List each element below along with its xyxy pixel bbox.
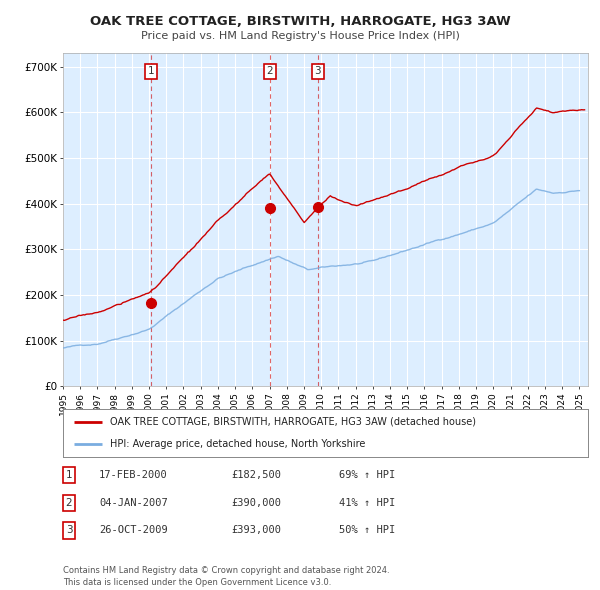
Text: 2: 2 [65, 498, 73, 507]
Text: Contains HM Land Registry data © Crown copyright and database right 2024.
This d: Contains HM Land Registry data © Crown c… [63, 566, 389, 587]
Text: 3: 3 [314, 67, 321, 77]
Text: 1: 1 [148, 67, 154, 77]
Text: 41% ↑ HPI: 41% ↑ HPI [339, 498, 395, 507]
Text: 50% ↑ HPI: 50% ↑ HPI [339, 526, 395, 535]
Text: 69% ↑ HPI: 69% ↑ HPI [339, 470, 395, 480]
Text: OAK TREE COTTAGE, BIRSTWITH, HARROGATE, HG3 3AW (detached house): OAK TREE COTTAGE, BIRSTWITH, HARROGATE, … [110, 417, 476, 427]
Text: 1: 1 [65, 470, 73, 480]
Text: 3: 3 [65, 526, 73, 535]
Text: £182,500: £182,500 [231, 470, 281, 480]
Text: 2: 2 [266, 67, 273, 77]
Text: £393,000: £393,000 [231, 526, 281, 535]
Text: Price paid vs. HM Land Registry's House Price Index (HPI): Price paid vs. HM Land Registry's House … [140, 31, 460, 41]
Text: OAK TREE COTTAGE, BIRSTWITH, HARROGATE, HG3 3AW: OAK TREE COTTAGE, BIRSTWITH, HARROGATE, … [89, 15, 511, 28]
Text: 04-JAN-2007: 04-JAN-2007 [99, 498, 168, 507]
Text: HPI: Average price, detached house, North Yorkshire: HPI: Average price, detached house, Nort… [110, 439, 365, 449]
Text: £390,000: £390,000 [231, 498, 281, 507]
Text: 17-FEB-2000: 17-FEB-2000 [99, 470, 168, 480]
Text: 26-OCT-2009: 26-OCT-2009 [99, 526, 168, 535]
